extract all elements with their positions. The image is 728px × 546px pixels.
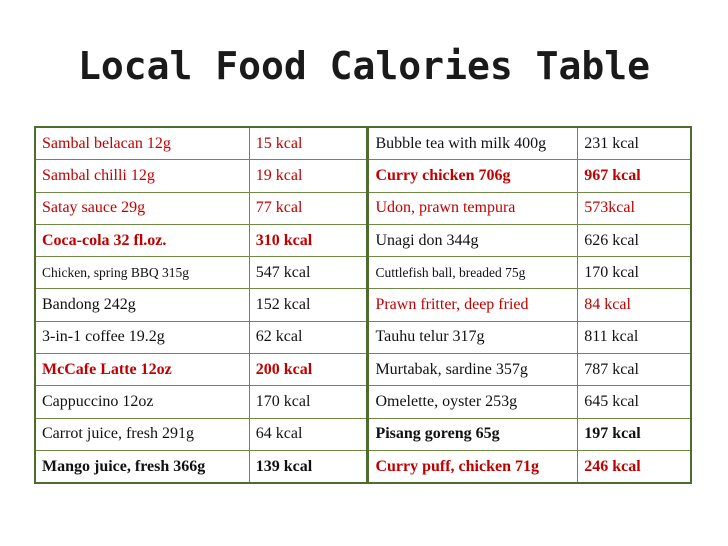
calories-cell: 62 kcal	[248, 320, 370, 355]
food-item-cell: Mango juice, fresh 366g	[34, 449, 250, 484]
food-item-cell: Bandong 242g	[34, 288, 250, 322]
calories-cell: 170 kcal	[248, 385, 370, 419]
page-title: Local Food Calories Table	[78, 44, 650, 88]
calories-cell: 246 kcal	[577, 449, 692, 484]
food-item-cell: Murtabak, sardine 357g	[367, 353, 579, 387]
calories-cell: 170 kcal	[577, 256, 692, 290]
calories-cell: 231 kcal	[577, 126, 692, 161]
table-row: Cappuccino 12oz 170 kcal Omelette, oyster …	[34, 385, 692, 419]
food-item-cell: Curry puff, chicken 71g	[367, 449, 579, 484]
calories-cell: 645 kcal	[577, 385, 692, 419]
table-row: McCafe Latte 12oz 200 kcal Murtabak, sardi…	[34, 353, 692, 387]
calories-cell: 84 kcal	[577, 288, 692, 322]
calories-cell: 15 kcal	[248, 126, 370, 161]
calories-cell: 626 kcal	[577, 223, 692, 258]
food-item-cell: Prawn fritter, deep fried	[367, 288, 579, 322]
calories-cell: 19 kcal	[248, 159, 370, 193]
calories-cell: 200 kcal	[248, 353, 370, 387]
food-item-cell: Chicken, spring BBQ 315g	[34, 256, 250, 290]
calories-cell: 310 kcal	[248, 223, 370, 258]
calories-cell: 139 kcal	[248, 449, 370, 484]
calories-table-body: Sambal belacan 12g 15 kcal Bubble tea with…	[34, 126, 692, 484]
food-item-cell: Bubble tea with milk 400g	[367, 126, 579, 161]
table-row: Mango juice, fresh 366g 139 kcal Curry puf…	[34, 449, 692, 484]
food-item-cell: McCafe Latte 12oz	[34, 353, 250, 387]
food-item-cell: Pisang goreng 65g	[367, 417, 579, 451]
calories-cell: 547 kcal	[248, 256, 370, 290]
food-item-cell: Sambal chilli 12g	[34, 159, 250, 193]
food-item-cell: Carrot juice, fresh 291g	[34, 417, 250, 451]
calories-cell: 787 kcal	[577, 353, 692, 387]
calories-cell: 811 kcal	[577, 320, 692, 355]
food-item-cell: Unagi don 344g	[367, 223, 579, 258]
calories-cell: 152 kcal	[248, 288, 370, 322]
table-row: Carrot juice, fresh 291g 64 kcal Pisang go…	[34, 417, 692, 451]
calories-cell: 64 kcal	[248, 417, 370, 451]
calories-cell: 77 kcal	[248, 191, 370, 225]
calories-table: Sambal belacan 12g 15 kcal Bubble tea with…	[34, 126, 692, 485]
calories-cell: 967 kcal	[577, 159, 692, 193]
table-row: Satay sauce 29g 77 kcal Udon, prawn tempur…	[34, 191, 692, 225]
food-item-cell: Omelette, oyster 253g	[367, 385, 579, 419]
food-item-cell: Udon, prawn tempura	[367, 191, 579, 225]
food-item-cell: Satay sauce 29g	[34, 191, 250, 225]
calories-cell: 573kcal	[577, 191, 692, 225]
table-row: Sambal belacan 12g 15 kcal Bubble tea with…	[34, 126, 692, 161]
table-row: Bandong 242g 152 kcal Prawn fritter, deep …	[34, 288, 692, 322]
food-item-cell: Sambal belacan 12g	[34, 126, 250, 161]
food-item-cell: Coca-cola 32 fl.oz.	[34, 223, 250, 258]
table-row: Coca-cola 32 fl.oz. 310 kcal Unagi don 344…	[34, 223, 692, 258]
food-item-cell: Cappuccino 12oz	[34, 385, 250, 419]
food-item-cell: Curry chicken 706g	[367, 159, 579, 193]
table-row: Chicken, spring BBQ 315g 547 kcal Cuttlefi…	[34, 256, 692, 290]
food-item-cell: Tauhu telur 317g	[367, 320, 579, 355]
table-row: Sambal chilli 12g 19 kcal Curry chicken 70…	[34, 159, 692, 193]
calories-cell: 197 kcal	[577, 417, 692, 451]
food-item-cell: Cuttlefish ball, breaded 75g	[367, 256, 579, 290]
table-row: 3-in-1 coffee 19.2g 62 kcal Tauhu telur 31…	[34, 320, 692, 355]
food-item-cell: 3-in-1 coffee 19.2g	[34, 320, 250, 355]
